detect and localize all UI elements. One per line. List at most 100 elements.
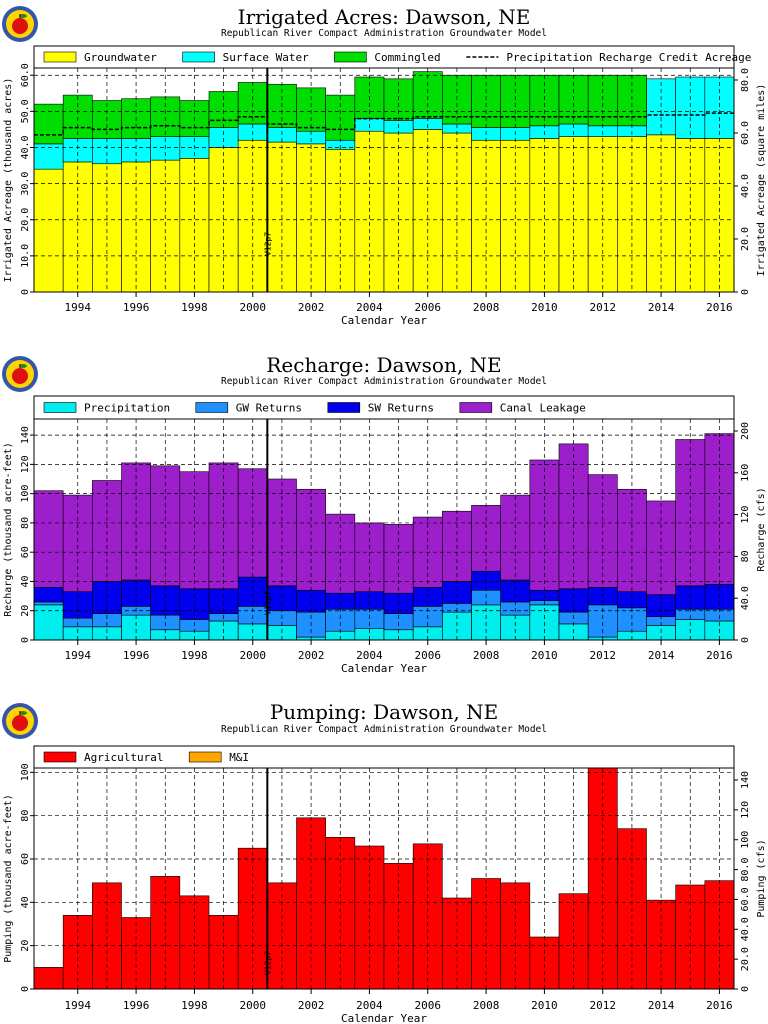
logo-leaf xyxy=(19,14,27,18)
legend-swatch xyxy=(188,751,222,763)
bar-segment xyxy=(208,127,239,148)
y-right-tick-label: 200 xyxy=(740,422,751,440)
x-tick-label: 1996 xyxy=(123,301,150,314)
bar-segment xyxy=(33,168,64,293)
y-right-axis-label: Irrigated Acreage (square miles) xyxy=(756,84,767,277)
bar-segment xyxy=(150,96,181,137)
y-tick-label: 60 xyxy=(20,853,31,865)
x-axis-label: Calendar Year xyxy=(341,1012,427,1024)
bar-segment xyxy=(675,76,706,139)
y-right-tick-label: 0 xyxy=(740,637,751,643)
bar-segment xyxy=(587,767,618,990)
bar-segment xyxy=(325,608,356,632)
legend-swatch xyxy=(327,402,361,413)
y-right-tick-label: 120 xyxy=(740,506,751,524)
x-tick-label: 2010 xyxy=(531,649,558,662)
legend-label: Precipitation xyxy=(84,402,170,415)
x-tick-label: 2000 xyxy=(240,301,267,314)
y-tick-label: 40 xyxy=(20,575,31,587)
legend-label: Precipitation Recharge Credit Acreage xyxy=(506,51,751,64)
y-tick-label: 0 xyxy=(20,986,31,992)
y-tick-label: 0 xyxy=(20,289,31,295)
bar-segment xyxy=(646,134,676,293)
x-axis-label: Calendar Year xyxy=(341,662,427,675)
legend-label: SW Returns xyxy=(368,402,434,415)
y-right-tick-label: 120 xyxy=(740,801,751,819)
x-tick-label: 2002 xyxy=(298,649,325,662)
bar-segment xyxy=(325,148,356,293)
marker-label: V12p7 xyxy=(263,591,272,615)
x-tick-label: 2006 xyxy=(415,301,442,314)
y-tick-label: 100 xyxy=(20,485,31,503)
legend-swatch xyxy=(182,51,215,63)
bar-segment xyxy=(383,863,414,990)
bar-segment xyxy=(704,76,735,139)
y-right-tick-label: 160 xyxy=(740,464,751,482)
x-tick-label: 2016 xyxy=(706,301,733,314)
y-tick-label: 120 xyxy=(20,455,31,473)
legend-label: Groundwater xyxy=(84,51,157,64)
logo-apple xyxy=(12,368,28,384)
x-tick-label: 2000 xyxy=(240,999,267,1012)
legend-swatch xyxy=(459,402,493,413)
y-right-tick-label: 80.0 xyxy=(740,858,751,882)
y-right-tick-label: 40.0 xyxy=(740,586,751,610)
bar-segment xyxy=(33,103,64,145)
bar-segment xyxy=(33,587,64,603)
x-tick-label: 2010 xyxy=(531,999,558,1012)
legend-label: Agricultural xyxy=(84,751,163,764)
y-tick-label: 80 xyxy=(20,517,31,529)
y-right-axis-label: Pumping (cfs) xyxy=(756,839,767,917)
y-tick-label: 140 xyxy=(20,426,31,444)
legend-label: M&I xyxy=(229,751,249,764)
x-tick-label: 2014 xyxy=(648,649,675,662)
x-tick-label: 1998 xyxy=(181,301,208,314)
x-tick-label: 2006 xyxy=(415,649,442,662)
precip-credit-line xyxy=(34,112,734,136)
bar-segment xyxy=(383,132,414,293)
y-tick-label: 10.0 xyxy=(20,244,31,268)
x-tick-label: 2014 xyxy=(648,301,675,314)
chart-subtitle: Republican River Compact Administration … xyxy=(221,376,547,387)
y-tick-label: 20.0 xyxy=(20,208,31,232)
y-right-tick-label: 60.0 xyxy=(740,121,751,145)
bar-segment xyxy=(500,494,531,581)
x-tick-label: 2008 xyxy=(473,999,500,1012)
x-tick-label: 2012 xyxy=(590,649,617,662)
x-tick-label: 2016 xyxy=(706,999,733,1012)
bar-segment xyxy=(33,490,64,588)
legend-swatch xyxy=(334,51,367,63)
x-tick-label: 2004 xyxy=(356,999,383,1012)
y-tick-label: 40 xyxy=(20,896,31,908)
logo-leaf xyxy=(19,711,27,715)
bar-segment xyxy=(62,494,93,593)
legend-label: Commingled xyxy=(374,51,440,64)
bar-segment xyxy=(442,581,472,604)
y-right-tick-label: 80.0 xyxy=(740,68,751,92)
chart-title: Irrigated Acres: Dawson, NE xyxy=(238,5,531,29)
chart-subtitle: Republican River Compact Administration … xyxy=(221,724,547,735)
y-tick-label: 50.0 xyxy=(20,99,31,123)
plot-frame xyxy=(33,745,735,990)
y-tick-label: 0 xyxy=(20,637,31,643)
x-tick-label: 2008 xyxy=(473,301,500,314)
x-tick-label: 1998 xyxy=(181,649,208,662)
plot-frame xyxy=(33,45,735,293)
apple-logo-icon xyxy=(2,356,38,392)
chart-title: Pumping: Dawson, NE xyxy=(270,700,498,724)
bar-segment xyxy=(704,880,735,990)
y-right-tick-label: 100 xyxy=(740,831,751,849)
x-tick-label: 2016 xyxy=(706,649,733,662)
y-tick-label: 40.0 xyxy=(20,135,31,159)
x-axis-label: Calendar Year xyxy=(341,314,427,327)
x-tick-label: 2006 xyxy=(415,999,442,1012)
x-tick-label: 2012 xyxy=(590,301,617,314)
y-tick-label: 60.0 xyxy=(20,63,31,87)
legend-label: GW Returns xyxy=(236,402,302,415)
x-tick-label: 2002 xyxy=(298,301,325,314)
legend-swatch xyxy=(43,51,77,63)
y-tick-label: 20 xyxy=(20,605,31,617)
bar-segment xyxy=(33,601,64,606)
x-tick-label: 1994 xyxy=(65,649,92,662)
marker-label: V12p7 xyxy=(263,232,272,256)
